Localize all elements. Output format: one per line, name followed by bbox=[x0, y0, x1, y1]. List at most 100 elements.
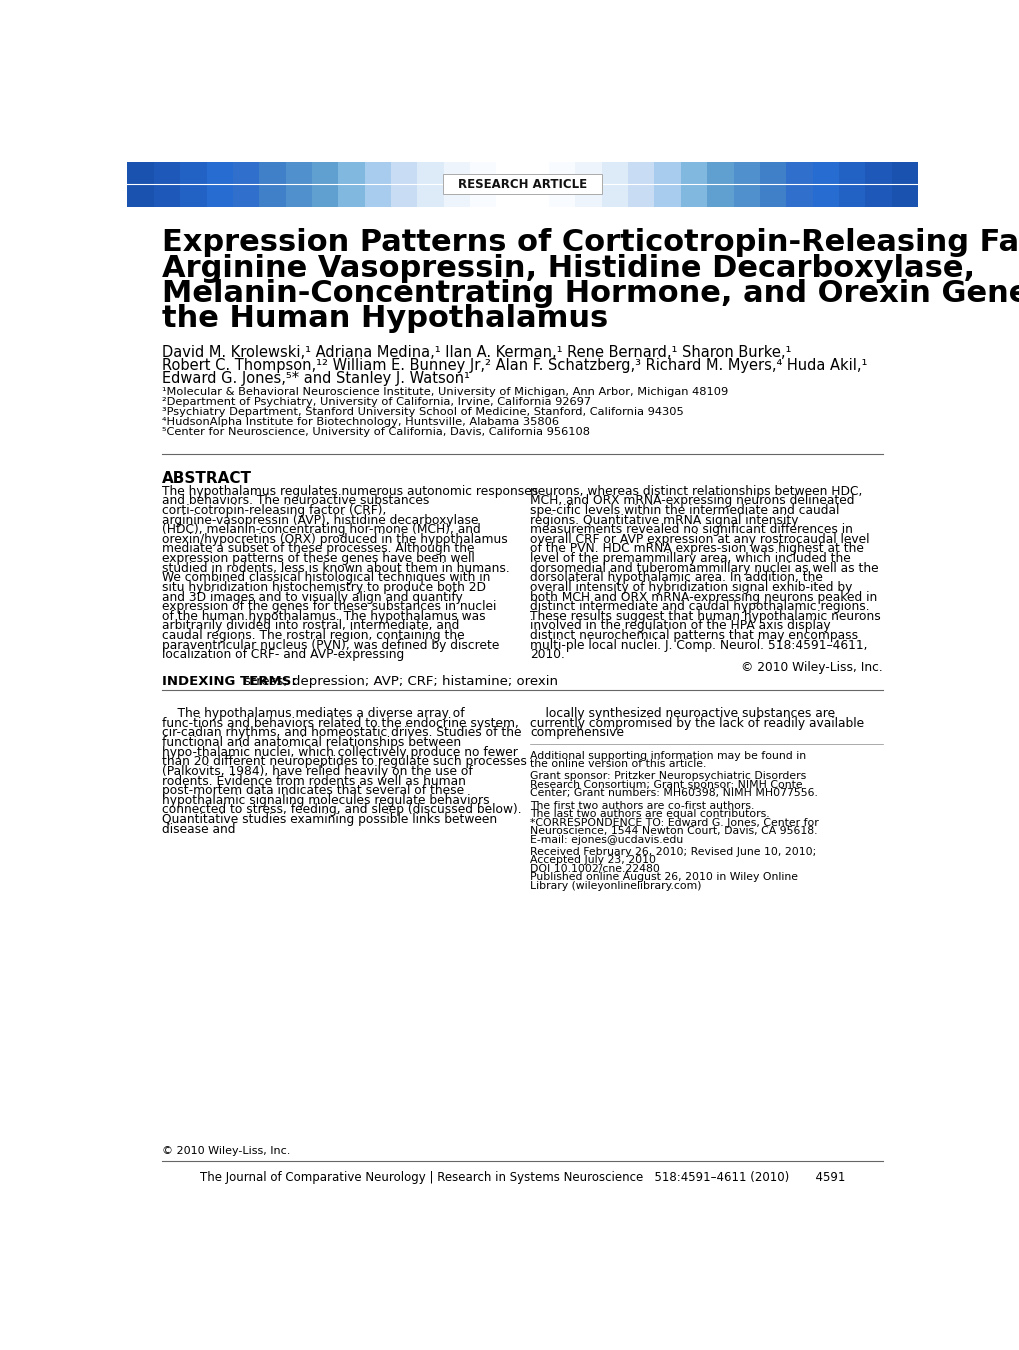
Text: E-mail: ejones@ucdavis.edu: E-mail: ejones@ucdavis.edu bbox=[530, 834, 683, 845]
Bar bbox=[759, 162, 786, 207]
Text: Robert C. Thompson,¹² William E. Bunney Jr,² Alan F. Schatzberg,³ Richard M. Mye: Robert C. Thompson,¹² William E. Bunney … bbox=[162, 358, 867, 374]
Text: expression of the genes for these substances in nuclei: expression of the genes for these substa… bbox=[162, 601, 496, 613]
Bar bbox=[312, 162, 338, 207]
Text: David M. Krolewski,¹ Adriana Medina,¹ Ilan A. Kerman,¹ Rene Bernard,¹ Sharon Bur: David M. Krolewski,¹ Adriana Medina,¹ Il… bbox=[162, 346, 791, 360]
Bar bbox=[127, 162, 154, 207]
Text: ²Department of Psychiatry, University of California, Irvine, California 92697: ²Department of Psychiatry, University of… bbox=[162, 397, 591, 406]
Text: hypothalamic signaling molecules regulate behaviors: hypothalamic signaling molecules regulat… bbox=[162, 794, 489, 807]
Text: Quantitative studies examining possible links between: Quantitative studies examining possible … bbox=[162, 813, 497, 826]
Text: We combined classical histological techniques with in: We combined classical histological techn… bbox=[162, 571, 490, 585]
Text: Additional supporting information may be found in: Additional supporting information may be… bbox=[530, 751, 806, 760]
Text: of the PVN. HDC mRNA expres-sion was highest at the: of the PVN. HDC mRNA expres-sion was hig… bbox=[530, 543, 863, 555]
Text: ³Psychiatry Department, Stanford University School of Medicine, Stanford, Califo: ³Psychiatry Department, Stanford Univers… bbox=[162, 406, 684, 417]
Text: disease and: disease and bbox=[162, 822, 235, 836]
Bar bbox=[681, 162, 706, 207]
Text: The last two authors are equal contributors.: The last two authors are equal contribut… bbox=[530, 809, 769, 819]
Text: The first two authors are co-first authors.: The first two authors are co-first autho… bbox=[530, 801, 754, 811]
Text: both MCH and ORX mRNA-expressing neurons peaked in: both MCH and ORX mRNA-expressing neurons… bbox=[530, 590, 877, 603]
Text: hypo-thalamic nuclei, which collectively produce no fewer: hypo-thalamic nuclei, which collectively… bbox=[162, 745, 518, 759]
Text: Grant sponsor: Pritzker Neuropsychiatric Disorders: Grant sponsor: Pritzker Neuropsychiatric… bbox=[530, 771, 806, 782]
Text: Library (wileyonlinelibrary.com): Library (wileyonlinelibrary.com) bbox=[530, 880, 701, 891]
Bar bbox=[891, 162, 917, 207]
Text: caudal regions. The rostral region, containing the: caudal regions. The rostral region, cont… bbox=[162, 629, 465, 643]
Text: orexin/hypocretins (ORX) produced in the hypothalamus: orexin/hypocretins (ORX) produced in the… bbox=[162, 533, 507, 545]
Text: and 3D images and to visually align and quantify: and 3D images and to visually align and … bbox=[162, 590, 463, 603]
Bar bbox=[180, 162, 206, 207]
Text: corti-cotropin-releasing factor (CRF),: corti-cotropin-releasing factor (CRF), bbox=[162, 504, 386, 517]
Text: involved in the regulation of the HPA axis display: involved in the regulation of the HPA ax… bbox=[530, 620, 830, 632]
Text: DOI 10.1002/cne.22480: DOI 10.1002/cne.22480 bbox=[530, 864, 659, 873]
Bar bbox=[443, 162, 470, 207]
Text: (Palkovits, 1984), have relied heavily on the use of: (Palkovits, 1984), have relied heavily o… bbox=[162, 765, 473, 778]
Bar bbox=[232, 162, 259, 207]
Text: mediate a subset of these processes. Although the: mediate a subset of these processes. Alt… bbox=[162, 543, 475, 555]
Text: (HDC), melanin-concentrating hor-mone (MCH), and: (HDC), melanin-concentrating hor-mone (M… bbox=[162, 524, 481, 536]
Bar bbox=[628, 162, 654, 207]
Text: Research Consortium; Grant sponsor: NIMH Conte: Research Consortium; Grant sponsor: NIMH… bbox=[530, 780, 802, 790]
Text: arbitrarily divided into rostral, intermediate, and: arbitrarily divided into rostral, interm… bbox=[162, 620, 460, 632]
Bar bbox=[812, 162, 839, 207]
Text: and behaviors. The neuroactive substances: and behaviors. The neuroactive substance… bbox=[162, 494, 429, 508]
Text: the Human Hypothalamus: the Human Hypothalamus bbox=[162, 305, 608, 333]
Bar bbox=[548, 162, 575, 207]
Text: dorsomedial and tuberomammillary nuclei as well as the: dorsomedial and tuberomammillary nuclei … bbox=[530, 562, 878, 575]
Text: distinct neurochemical patterns that may encompass: distinct neurochemical patterns that may… bbox=[530, 629, 858, 643]
Bar bbox=[259, 162, 285, 207]
Bar bbox=[864, 162, 891, 207]
Text: ¹Molecular & Behavioral Neuroscience Institute, University of Michigan, Ann Arbo: ¹Molecular & Behavioral Neuroscience Ins… bbox=[162, 387, 728, 397]
Bar bbox=[654, 162, 681, 207]
Text: © 2010 Wiley-Liss, Inc.: © 2010 Wiley-Liss, Inc. bbox=[162, 1146, 290, 1156]
Text: Received February 26, 2010; Revised June 10, 2010;: Received February 26, 2010; Revised June… bbox=[530, 846, 816, 857]
Text: The hypothalamus mediates a diverse array of: The hypothalamus mediates a diverse arra… bbox=[162, 707, 465, 720]
Bar bbox=[575, 162, 601, 207]
Text: spe-cific levels within the intermediate and caudal: spe-cific levels within the intermediate… bbox=[530, 504, 839, 517]
Text: functional and anatomical relationships between: functional and anatomical relationships … bbox=[162, 736, 461, 749]
Bar bbox=[601, 162, 628, 207]
Text: distinct intermediate and caudal hypothalamic regions.: distinct intermediate and caudal hypotha… bbox=[530, 601, 869, 613]
Bar bbox=[285, 162, 312, 207]
Text: regions. Quantitative mRNA signal intensity: regions. Quantitative mRNA signal intens… bbox=[530, 513, 798, 526]
Text: INDEXING TERMS:: INDEXING TERMS: bbox=[162, 675, 297, 687]
Text: locally synthesized neuroactive substances are: locally synthesized neuroactive substanc… bbox=[530, 707, 835, 720]
Text: dorsolateral hypothalamic area. In addition, the: dorsolateral hypothalamic area. In addit… bbox=[530, 571, 822, 585]
Bar bbox=[496, 162, 523, 207]
Text: Edward G. Jones,⁵* and Stanley J. Watson¹: Edward G. Jones,⁵* and Stanley J. Watson… bbox=[162, 371, 470, 386]
Text: 2010.: 2010. bbox=[530, 648, 565, 662]
Text: rodents. Evidence from rodents as well as human: rodents. Evidence from rodents as well a… bbox=[162, 775, 466, 787]
Text: Accepted July 23, 2010: Accepted July 23, 2010 bbox=[530, 856, 656, 865]
Text: measurements revealed no significant differences in: measurements revealed no significant dif… bbox=[530, 524, 853, 536]
Bar bbox=[470, 162, 496, 207]
Bar bbox=[390, 162, 417, 207]
Text: Published online August 26, 2010 in Wiley Online: Published online August 26, 2010 in Wile… bbox=[530, 872, 798, 883]
Bar bbox=[206, 162, 232, 207]
Text: Melanin-Concentrating Hormone, and Orexin Genes in: Melanin-Concentrating Hormone, and Orexi… bbox=[162, 279, 1019, 308]
Text: func-tions and behaviors related to the endocrine system,: func-tions and behaviors related to the … bbox=[162, 717, 519, 730]
Text: ⁴HudsonAlpha Institute for Biotechnology, Huntsville, Alabama 35806: ⁴HudsonAlpha Institute for Biotechnology… bbox=[162, 417, 558, 427]
Text: of the human hypothalamus. The hypothalamus was: of the human hypothalamus. The hypothala… bbox=[162, 610, 485, 622]
Bar bbox=[839, 162, 864, 207]
Text: ⁵Center for Neuroscience, University of California, Davis, California 956108: ⁵Center for Neuroscience, University of … bbox=[162, 427, 590, 437]
Bar bbox=[786, 162, 812, 207]
Text: neurons, whereas distinct relationships between HDC,: neurons, whereas distinct relationships … bbox=[530, 485, 862, 498]
Text: stress; depression; AVP; CRF; histamine; orexin: stress; depression; AVP; CRF; histamine;… bbox=[244, 675, 557, 687]
Text: paraventricular nucleus (PVN), was defined by discrete: paraventricular nucleus (PVN), was defin… bbox=[162, 639, 499, 652]
Bar bbox=[706, 162, 733, 207]
Bar bbox=[338, 162, 365, 207]
Text: The Journal of Comparative Neurology | Research in Systems Neuroscience   518:45: The Journal of Comparative Neurology | R… bbox=[200, 1170, 845, 1184]
Bar bbox=[733, 162, 759, 207]
Text: overall intensity of hybridization signal exhib-ited by: overall intensity of hybridization signa… bbox=[530, 580, 852, 594]
Bar bbox=[417, 162, 443, 207]
Text: the online version of this article.: the online version of this article. bbox=[530, 759, 706, 769]
Text: These results suggest that human hypothalamic neurons: These results suggest that human hypotha… bbox=[530, 610, 880, 622]
Text: MCH, and ORX mRNA-expressing neurons delineated: MCH, and ORX mRNA-expressing neurons del… bbox=[530, 494, 854, 508]
Text: comprehensive: comprehensive bbox=[530, 726, 624, 740]
Text: situ hybridization histochemistry to produce both 2D: situ hybridization histochemistry to pro… bbox=[162, 580, 486, 594]
Text: The hypothalamus regulates numerous autonomic responses: The hypothalamus regulates numerous auto… bbox=[162, 485, 538, 498]
Text: Expression Patterns of Corticotropin-Releasing Factor,: Expression Patterns of Corticotropin-Rel… bbox=[162, 228, 1019, 258]
Text: arginine-vasopressin (AVP), histidine decarboxylase: arginine-vasopressin (AVP), histidine de… bbox=[162, 513, 478, 526]
Text: cir-cadian rhythms, and homeostatic drives. Studies of the: cir-cadian rhythms, and homeostatic driv… bbox=[162, 726, 522, 740]
Text: © 2010 Wiley-Liss, Inc.: © 2010 Wiley-Liss, Inc. bbox=[741, 662, 882, 674]
Text: level of the premammillary area, which included the: level of the premammillary area, which i… bbox=[530, 552, 851, 566]
Text: than 20 different neuropeptides to regulate such processes: than 20 different neuropeptides to regul… bbox=[162, 755, 527, 768]
Text: Arginine Vasopressin, Histidine Decarboxylase,: Arginine Vasopressin, Histidine Decarbox… bbox=[162, 254, 974, 282]
